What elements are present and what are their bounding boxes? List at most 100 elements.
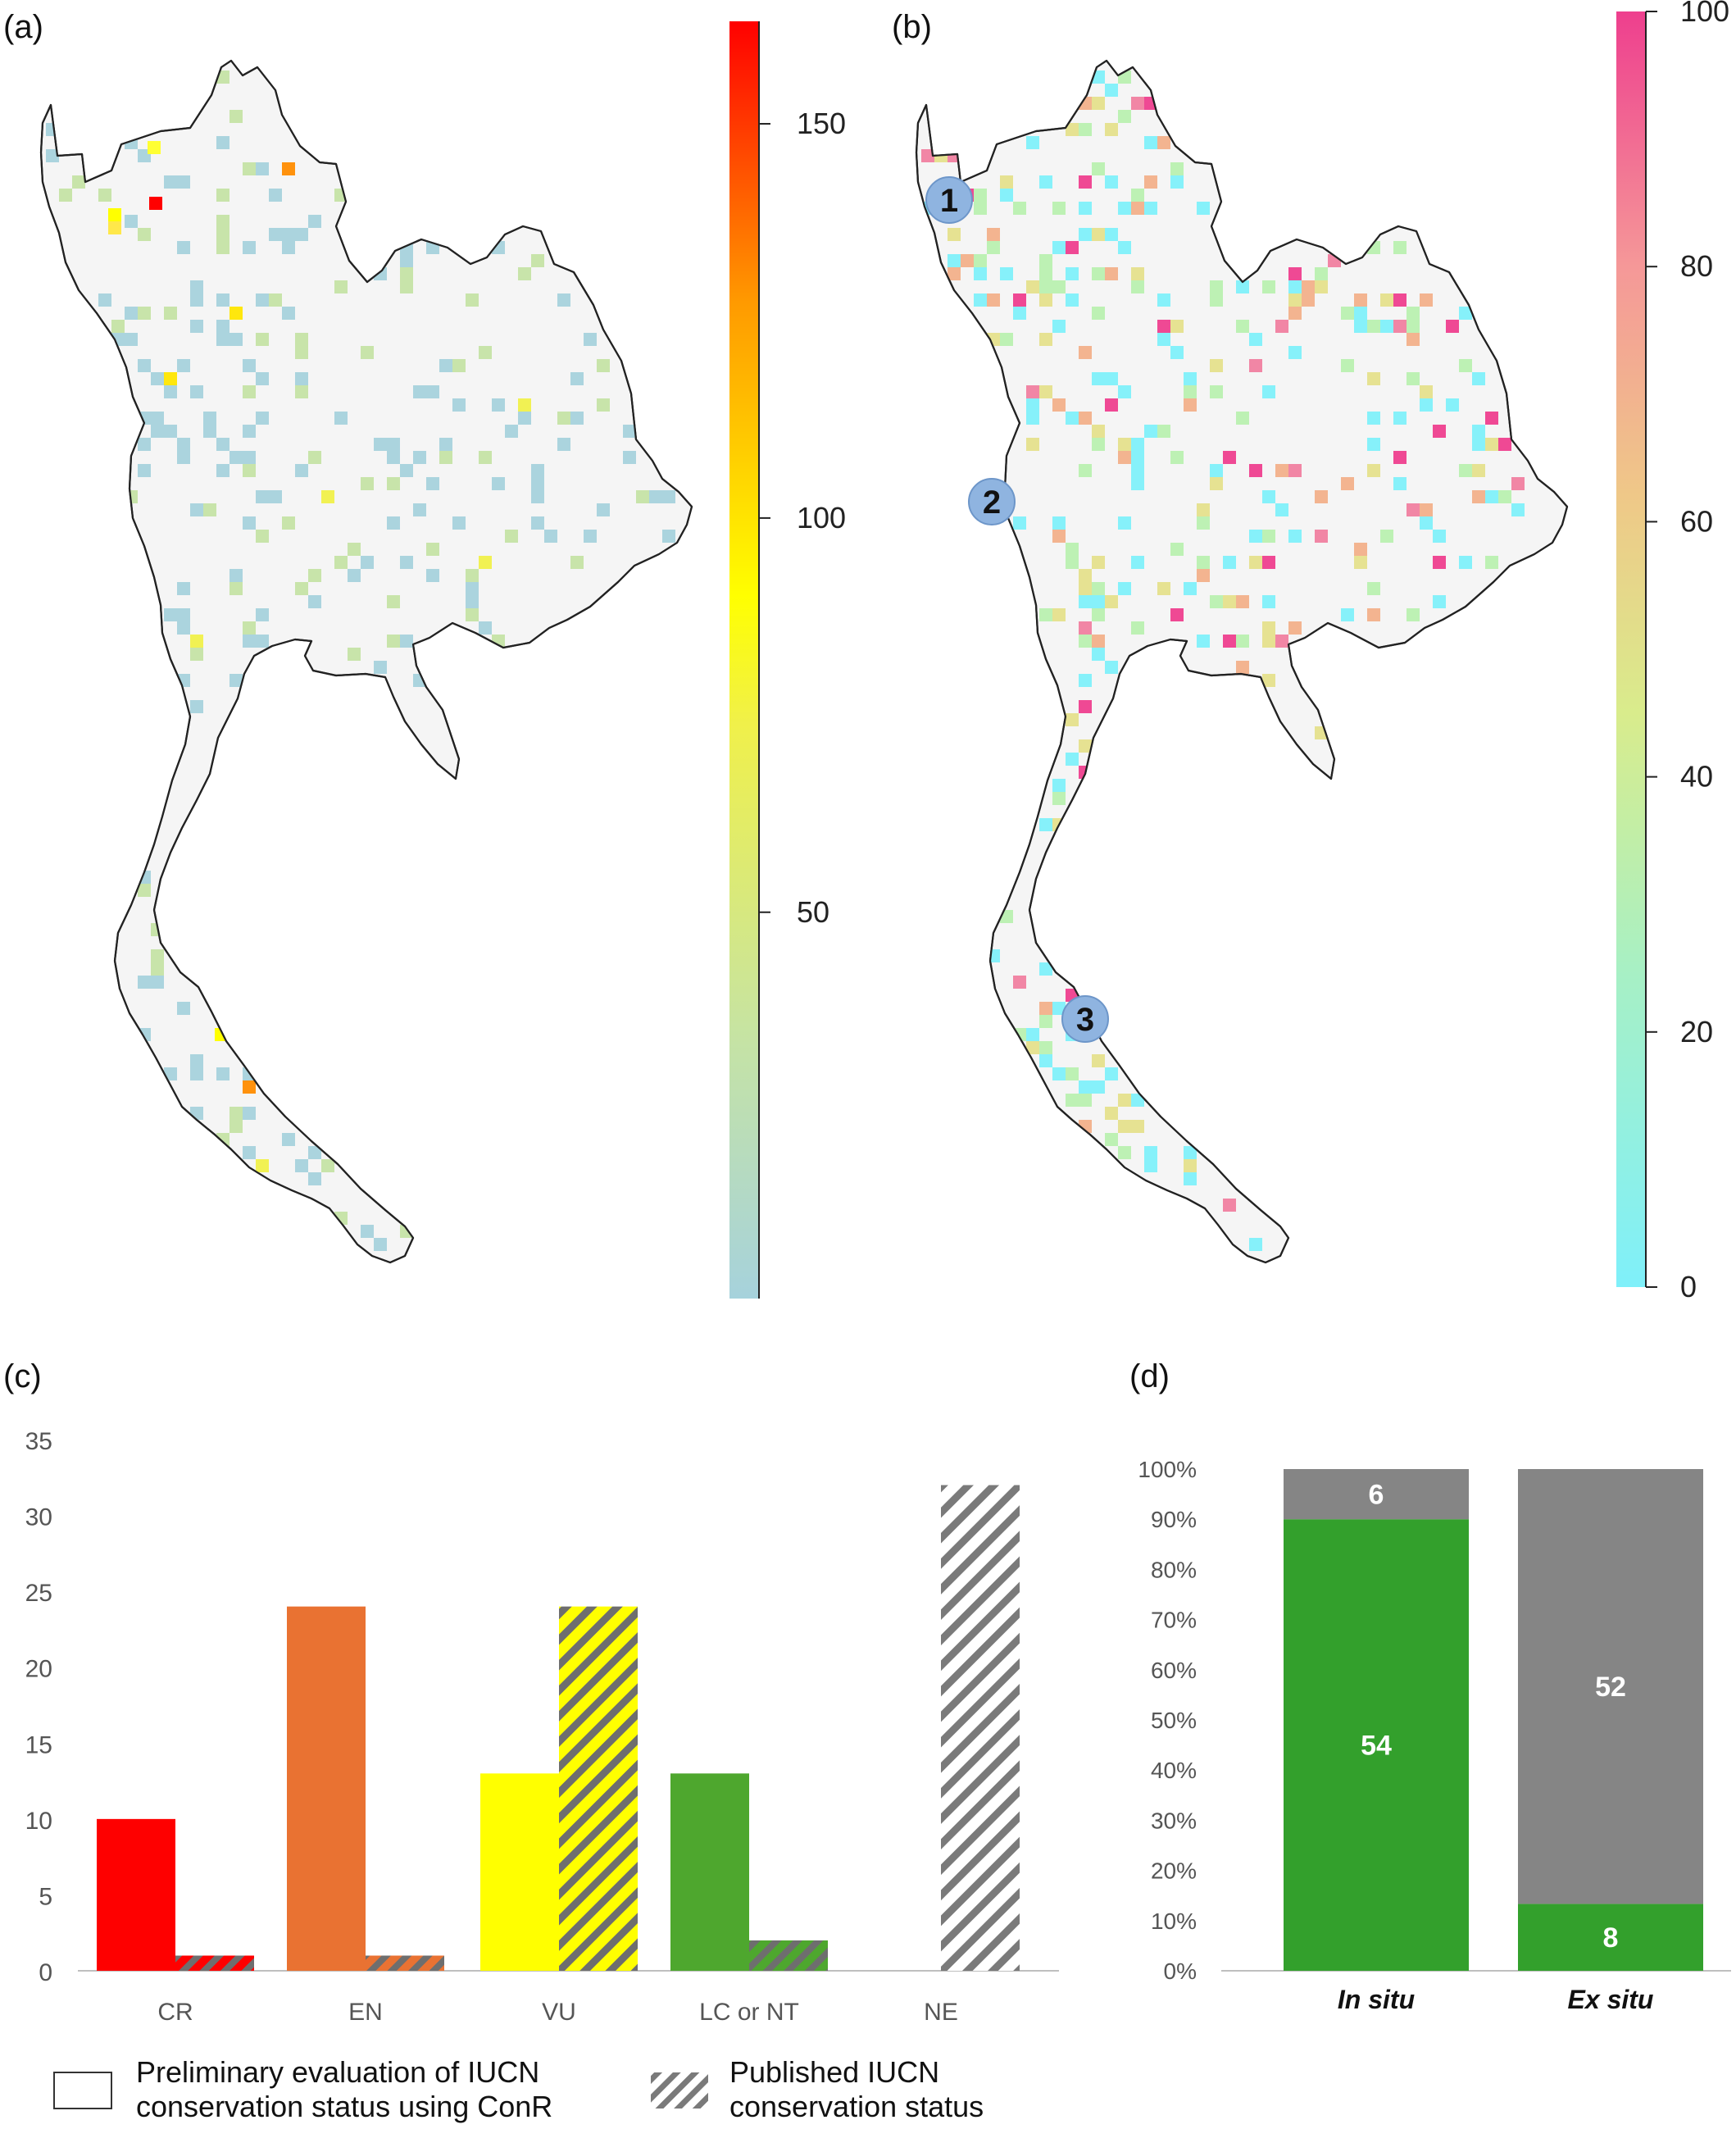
grid-cell bbox=[518, 398, 531, 412]
grid-cell bbox=[374, 438, 387, 451]
grid-cell bbox=[1157, 320, 1170, 333]
grid-cell bbox=[1288, 346, 1302, 359]
thailand-border-b bbox=[915, 59, 1569, 1264]
grid-cell bbox=[1262, 595, 1275, 608]
grid-cell bbox=[1236, 280, 1249, 293]
grid-cell bbox=[1341, 608, 1354, 621]
grid-cell bbox=[1000, 189, 1013, 202]
grid-cell bbox=[974, 202, 987, 215]
grid-cell bbox=[216, 293, 229, 307]
grid-cell bbox=[987, 241, 1000, 254]
grid-cell bbox=[308, 569, 321, 582]
grid-cell bbox=[334, 280, 348, 293]
legend-swatch-published bbox=[651, 2072, 708, 2109]
grid-cell bbox=[1367, 320, 1380, 333]
grid-cell bbox=[1118, 451, 1131, 464]
grid-cell bbox=[1407, 372, 1420, 385]
chart-d-y-tick-label: 0% bbox=[1164, 1958, 1197, 1984]
grid-cell bbox=[1079, 1094, 1092, 1107]
grid-cell bbox=[1262, 635, 1275, 648]
grid-cell bbox=[1105, 372, 1118, 385]
stacked-segment bbox=[1284, 1469, 1469, 1520]
grid-cell bbox=[531, 516, 544, 530]
grid-cell bbox=[505, 530, 518, 543]
grid-cell bbox=[216, 333, 229, 346]
grid-cell bbox=[1367, 582, 1380, 595]
chart-c-y-tick-label: 15 bbox=[25, 1731, 52, 1758]
grid-cell bbox=[1262, 490, 1275, 503]
grid-cell bbox=[452, 516, 466, 530]
grid-cell bbox=[1092, 97, 1105, 110]
grid-cell bbox=[216, 438, 229, 451]
grid-cell bbox=[479, 346, 492, 359]
grid-cell bbox=[72, 175, 85, 189]
grid-cell bbox=[282, 307, 295, 320]
chart-d-y-tick-label: 20% bbox=[1151, 1858, 1197, 1884]
colorbar-a-gradient bbox=[729, 21, 759, 1299]
grid-cell bbox=[439, 438, 452, 451]
grid-cell bbox=[1367, 608, 1380, 621]
grid-cell bbox=[1420, 398, 1433, 412]
grid-cell bbox=[177, 451, 190, 464]
grid-cell bbox=[190, 648, 203, 661]
colorbar-a-ticks: 50 100 150 bbox=[759, 107, 846, 929]
grid-cell bbox=[1288, 464, 1302, 477]
grid-cell bbox=[961, 254, 974, 267]
grid-cell bbox=[987, 333, 1000, 346]
grid-cell bbox=[1170, 346, 1184, 359]
grid-cell bbox=[1039, 608, 1052, 621]
grid-cell bbox=[125, 333, 138, 346]
grid-cell bbox=[400, 267, 413, 280]
grid-cell bbox=[1013, 976, 1026, 989]
chart-c-y-tick-label: 35 bbox=[25, 1428, 52, 1455]
grid-cell bbox=[1079, 700, 1092, 713]
grid-cell bbox=[177, 1002, 190, 1015]
grid-cell bbox=[1184, 1146, 1197, 1159]
stacked-segment bbox=[1518, 1904, 1703, 1971]
map-a bbox=[39, 59, 693, 1264]
grid-cell bbox=[216, 1133, 229, 1146]
grid-cell bbox=[321, 490, 334, 503]
grid-cell bbox=[1420, 385, 1433, 398]
chart-d-y-tick-label: 100% bbox=[1138, 1457, 1197, 1482]
grid-cell bbox=[229, 674, 243, 687]
grid-cell bbox=[1354, 307, 1367, 320]
grid-cell bbox=[1052, 398, 1066, 412]
grid-cell bbox=[151, 412, 164, 425]
grid-cell bbox=[1157, 333, 1170, 346]
grid-cell bbox=[479, 556, 492, 569]
grid-cell bbox=[1223, 556, 1236, 569]
grid-cell bbox=[1459, 556, 1472, 569]
grid-cell bbox=[1157, 425, 1170, 438]
grid-cell bbox=[295, 346, 308, 359]
stacked-segment-label: 6 bbox=[1369, 1480, 1384, 1511]
grid-cell bbox=[1105, 398, 1118, 412]
grid-cell bbox=[1210, 293, 1223, 307]
grid-cell bbox=[1170, 175, 1184, 189]
legend-label-preliminary-1: Preliminary evaluation of IUCN bbox=[136, 2055, 539, 2089]
grid-cell bbox=[148, 141, 161, 154]
grid-cell bbox=[164, 1067, 177, 1080]
grid-cell bbox=[413, 674, 426, 687]
grid-cell bbox=[256, 635, 269, 648]
grid-cell bbox=[1066, 713, 1079, 726]
grid-cell bbox=[361, 346, 374, 359]
grid-cell bbox=[1079, 175, 1092, 189]
grid-cell bbox=[1105, 267, 1118, 280]
chart-d-y-tick-label: 40% bbox=[1151, 1758, 1197, 1783]
grid-cell bbox=[269, 189, 282, 202]
grid-cell bbox=[1066, 1067, 1079, 1080]
grid-cell bbox=[108, 221, 121, 234]
grid-cell bbox=[1210, 477, 1223, 490]
grid-cell bbox=[974, 189, 987, 202]
grid-cell bbox=[1079, 412, 1092, 425]
grid-cell bbox=[164, 608, 177, 621]
grid-cell bbox=[1105, 661, 1118, 674]
grid-cell bbox=[1511, 503, 1525, 516]
richness-cells-a bbox=[46, 71, 675, 1251]
grid-cell bbox=[1157, 293, 1170, 307]
grid-cell bbox=[1380, 293, 1393, 307]
grid-cell bbox=[282, 241, 295, 254]
grid-cell bbox=[1236, 661, 1249, 674]
grid-cell bbox=[518, 267, 531, 280]
